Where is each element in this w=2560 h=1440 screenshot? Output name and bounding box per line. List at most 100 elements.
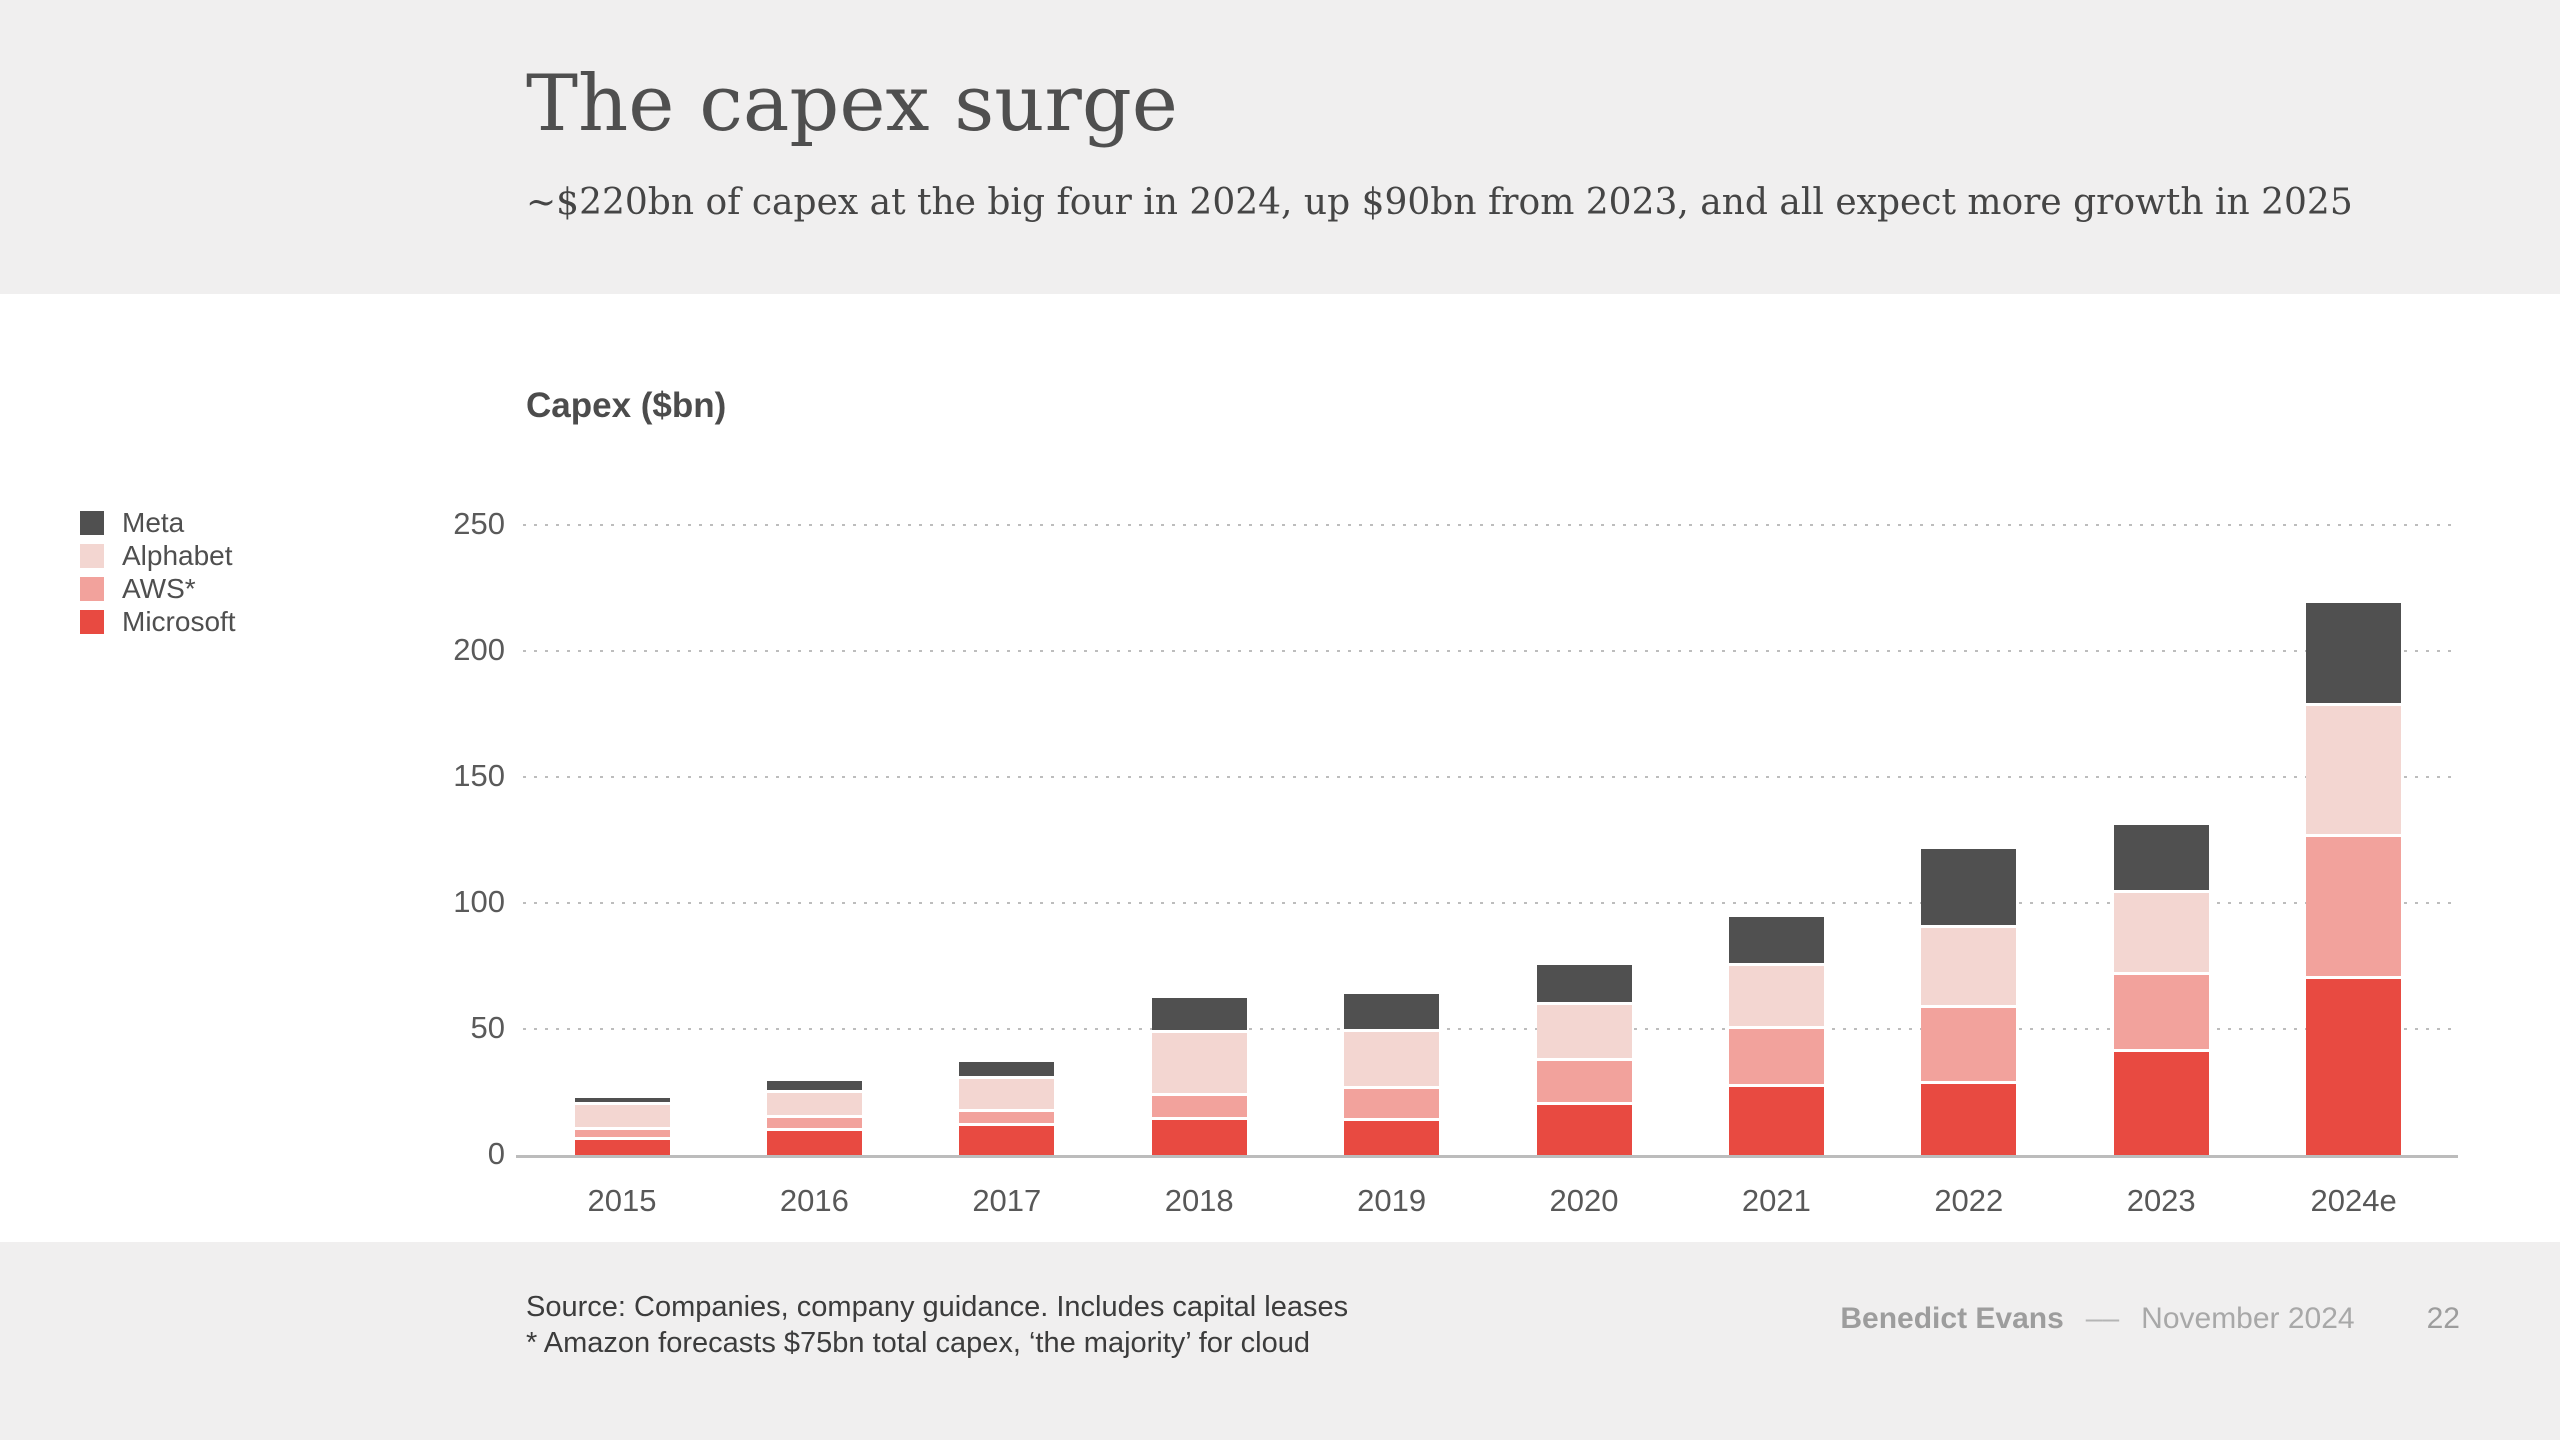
legend-label: Microsoft xyxy=(122,605,236,637)
bar-segment-2022-microsoft xyxy=(1921,1084,2017,1155)
page-title: The capex surge xyxy=(526,59,1178,149)
legend-item-meta: Meta xyxy=(80,506,236,539)
bar-segment-2023-microsoft xyxy=(2113,1051,2209,1155)
legend-label: AWS* xyxy=(122,572,196,604)
bar-segment-2016-meta xyxy=(766,1080,862,1094)
bar-2021 xyxy=(1728,916,1824,1155)
bar-segment-2022-aws xyxy=(1921,1007,2017,1085)
x-axis-tick-2020: 2020 xyxy=(1549,1183,1619,1218)
x-axis-tick-2021: 2021 xyxy=(1741,1183,1811,1218)
bar-segment-2021-aws xyxy=(1728,1029,1824,1087)
bar-segment-2018-aws xyxy=(1151,1095,1247,1120)
bar-segment-2023-meta xyxy=(2113,824,2209,893)
chart-title: Capex ($bn) xyxy=(526,386,727,425)
bar-segment-2024e-alphabet xyxy=(2306,706,2402,838)
bar-segment-2019-meta xyxy=(1344,993,1440,1032)
bar-segment-2016-alphabet xyxy=(766,1093,862,1119)
legend-swatch-icon xyxy=(80,510,104,535)
x-axis-tick-2017: 2017 xyxy=(972,1183,1042,1218)
dash-separator: –– xyxy=(2085,1302,2120,1335)
bar-segment-2018-alphabet xyxy=(1151,1032,1247,1096)
bar-2017 xyxy=(959,1061,1055,1155)
source-line-1: Source: Companies, company guidance. Inc… xyxy=(526,1291,1349,1323)
legend-item-alphabet: Alphabet xyxy=(80,539,236,572)
author-name: Benedict Evans xyxy=(1840,1302,2064,1335)
gridline-150 xyxy=(523,776,2455,778)
bar-segment-2024e-aws xyxy=(2306,837,2402,979)
legend-swatch-icon xyxy=(80,576,104,601)
y-axis-tick-250: 250 xyxy=(453,506,505,541)
bar-2024e xyxy=(2306,603,2402,1155)
y-axis-tick-100: 100 xyxy=(453,884,505,919)
gridline-200 xyxy=(523,650,2455,652)
bar-2016 xyxy=(766,1080,862,1155)
bar-2019 xyxy=(1344,993,1440,1155)
bar-segment-2024e-meta xyxy=(2306,603,2402,707)
legend-item-microsoft: Microsoft xyxy=(80,605,236,638)
bar-segment-2021-microsoft xyxy=(1728,1086,1824,1155)
legend-label: Alphabet xyxy=(122,539,233,571)
x-axis-tick-2024e: 2024e xyxy=(2310,1183,2397,1218)
bar-segment-2019-alphabet xyxy=(1344,1031,1440,1090)
gridline-100 xyxy=(523,902,2455,904)
legend-label: Meta xyxy=(122,506,185,538)
footer-band xyxy=(0,1242,2560,1440)
bar-segment-2017-microsoft xyxy=(959,1126,1055,1155)
bar-segment-2015-meta xyxy=(574,1098,670,1105)
bar-segment-2023-alphabet xyxy=(2113,892,2209,975)
legend-swatch-icon xyxy=(80,543,104,568)
bar-segment-2022-meta xyxy=(1921,848,2017,929)
x-axis-tick-2016: 2016 xyxy=(779,1183,849,1218)
bar-segment-2020-aws xyxy=(1536,1060,1632,1105)
bar-segment-2020-alphabet xyxy=(1536,1005,1632,1061)
bar-segment-2016-aws xyxy=(766,1118,862,1132)
bar-segment-2021-alphabet xyxy=(1728,966,1824,1029)
bar-segment-2015-alphabet xyxy=(574,1104,670,1130)
source-line-2: * Amazon forecasts $75bn total capex, ‘t… xyxy=(526,1326,1310,1359)
bar-segment-2021-meta xyxy=(1728,916,1824,966)
bar-segment-2022-alphabet xyxy=(1921,928,2017,1008)
chart-legend: Meta Alphabet AWS* Microsoft xyxy=(80,506,236,638)
gridline-50 xyxy=(523,1028,2455,1030)
bar-segment-2024e-microsoft xyxy=(2306,978,2402,1155)
y-axis-tick-0: 0 xyxy=(487,1136,505,1171)
y-axis-tick-200: 200 xyxy=(453,632,505,667)
bar-segment-2017-alphabet xyxy=(959,1079,1055,1113)
footer-byline: Benedict Evans –– November 2024 22 xyxy=(1840,1302,2460,1336)
bar-segment-2016-microsoft xyxy=(766,1131,862,1155)
gridline-250 xyxy=(523,524,2455,526)
x-axis-line xyxy=(516,1155,2458,1158)
y-axis-tick-50: 50 xyxy=(470,1010,505,1045)
bar-segment-2017-meta xyxy=(959,1061,1055,1080)
legend-item-aws: AWS* xyxy=(80,572,236,605)
x-axis-tick-2015: 2015 xyxy=(587,1183,657,1218)
bar-segment-2020-microsoft xyxy=(1536,1104,1632,1155)
bar-2023 xyxy=(2113,824,2209,1155)
bar-segment-2023-aws xyxy=(2113,974,2209,1052)
x-axis-tick-2019: 2019 xyxy=(1357,1183,1427,1218)
x-axis-tick-2022: 2022 xyxy=(1934,1183,2004,1218)
x-axis-tick-2023: 2023 xyxy=(2126,1183,2196,1218)
bar-segment-2017-aws xyxy=(959,1112,1055,1127)
x-axis-tick-2018: 2018 xyxy=(1164,1183,1234,1218)
page-subtitle: ~$220bn of capex at the big four in 2024… xyxy=(526,182,2353,223)
legend-swatch-icon xyxy=(80,609,104,634)
source-note: Source: Companies, company guidance. Inc… xyxy=(526,1290,1348,1361)
bar-segment-2018-meta xyxy=(1151,997,1247,1033)
bar-2020 xyxy=(1536,964,1632,1155)
bar-segment-2018-microsoft xyxy=(1151,1119,1247,1155)
bar-2015 xyxy=(574,1098,670,1155)
bar-2022 xyxy=(1921,848,2017,1155)
slide-date: November 2024 xyxy=(2141,1302,2355,1335)
bar-segment-2019-aws xyxy=(1344,1089,1440,1121)
bar-segment-2020-meta xyxy=(1536,964,1632,1006)
bar-segment-2015-microsoft xyxy=(574,1139,670,1155)
bar-segment-2019-microsoft xyxy=(1344,1120,1440,1155)
page-number: 22 xyxy=(2426,1302,2460,1335)
bar-segment-2015-aws xyxy=(574,1129,670,1140)
header-band xyxy=(0,0,2560,294)
y-axis-tick-150: 150 xyxy=(453,758,505,793)
bar-2018 xyxy=(1151,997,1247,1155)
